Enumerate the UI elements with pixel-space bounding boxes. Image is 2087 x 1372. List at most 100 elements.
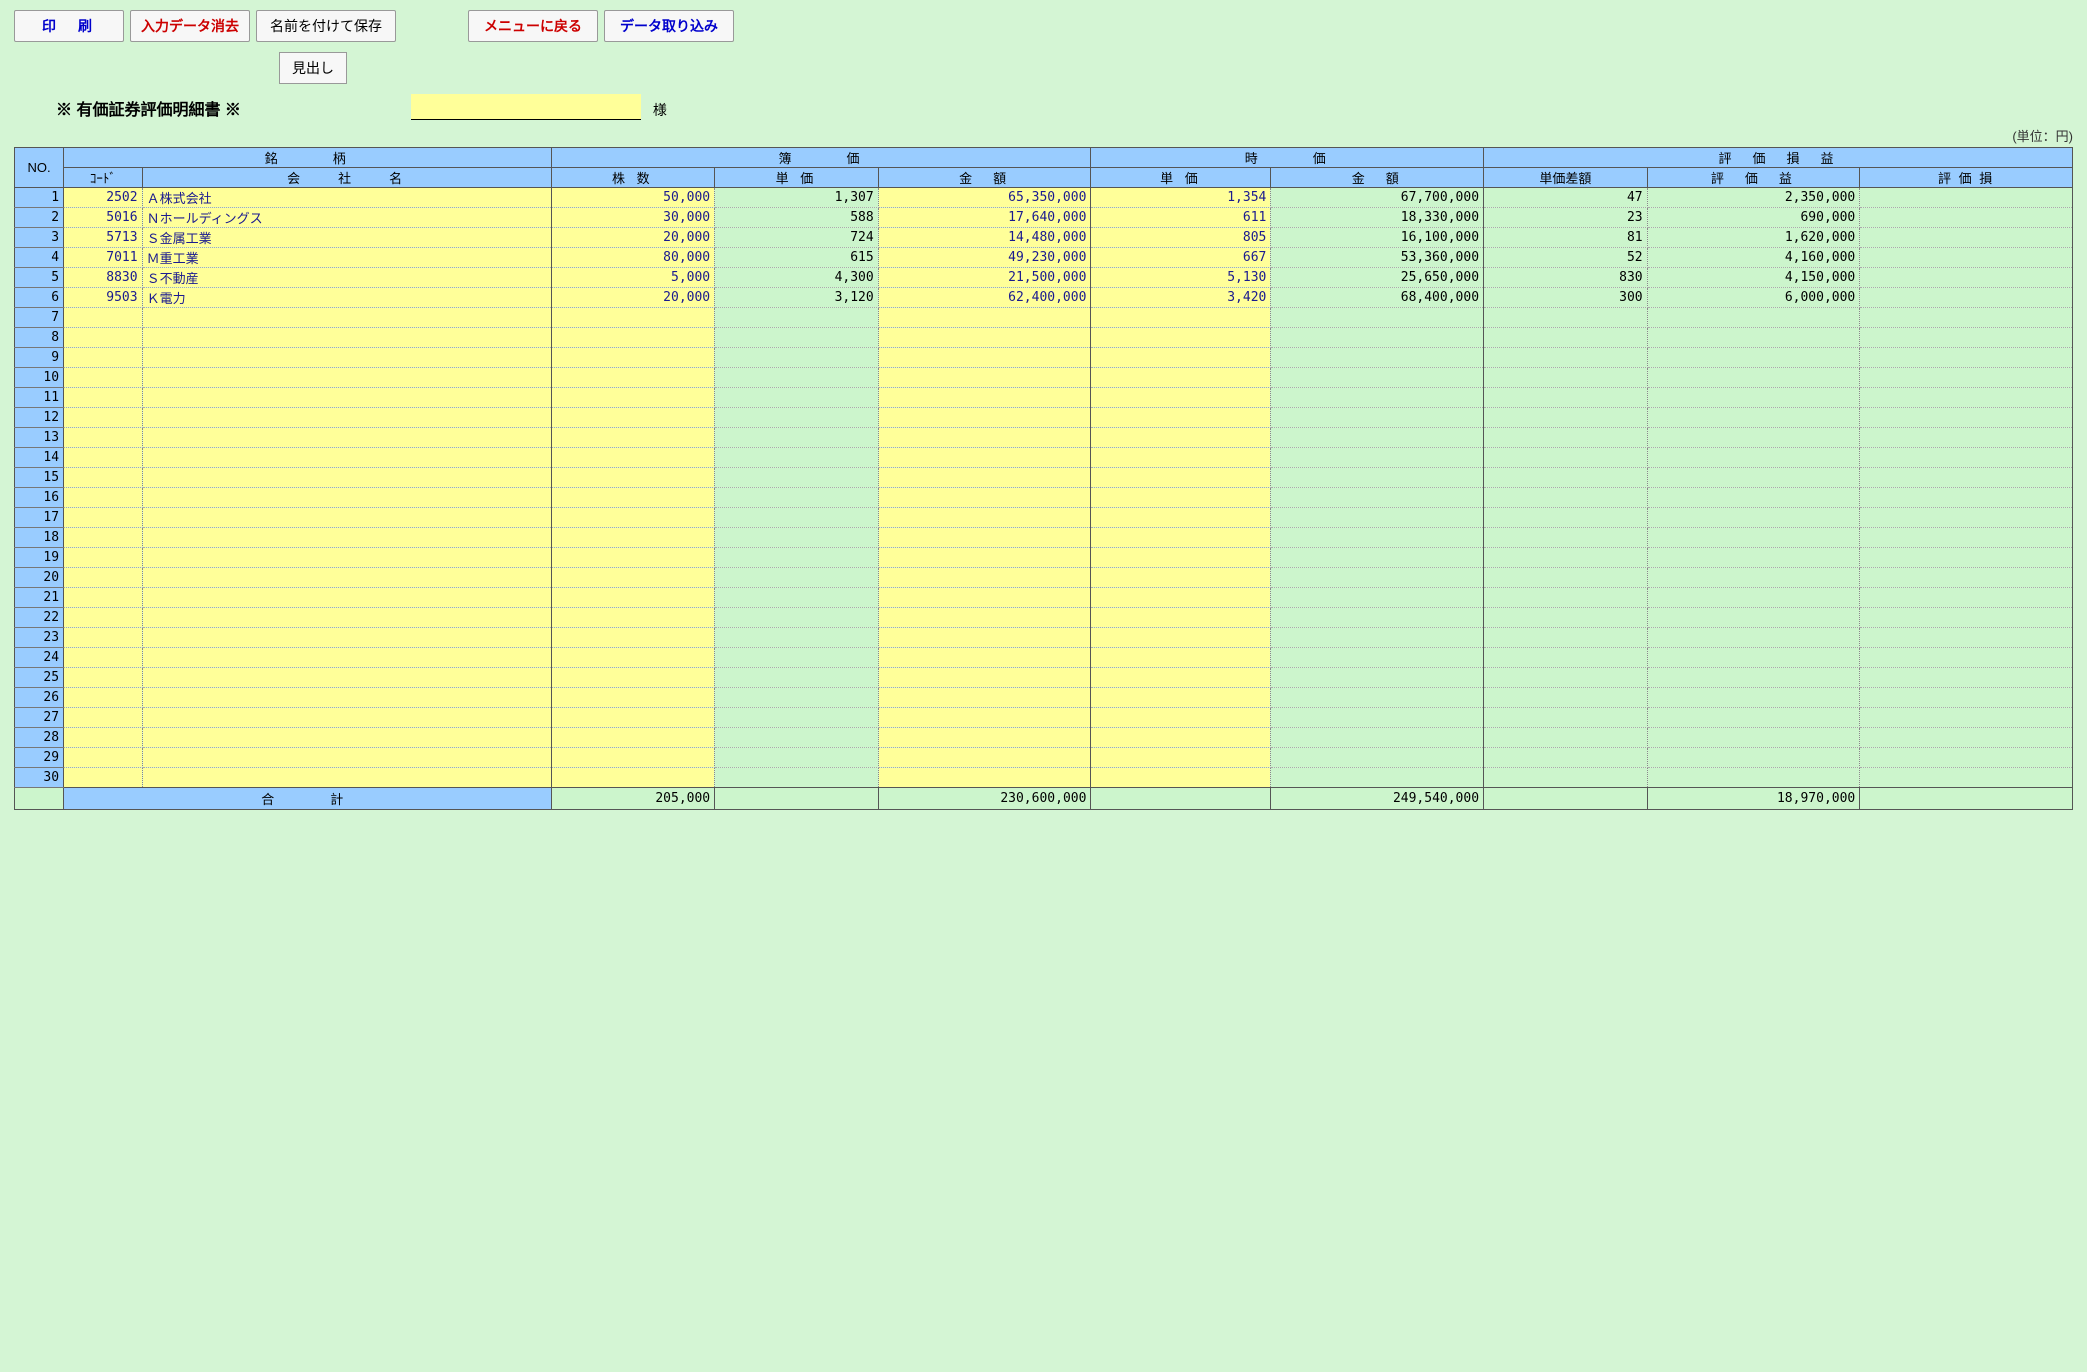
cell-bamt[interactable] bbox=[878, 368, 1091, 388]
cell-bprice[interactable] bbox=[715, 528, 879, 548]
cell-mprice[interactable] bbox=[1091, 328, 1271, 348]
cell-bprice[interactable]: 3,120 bbox=[715, 288, 879, 308]
cell-company[interactable] bbox=[142, 748, 551, 768]
cell-code[interactable]: 8830 bbox=[64, 268, 143, 288]
cell-shares[interactable] bbox=[551, 608, 715, 628]
cell-shares[interactable] bbox=[551, 428, 715, 448]
cell-bamt[interactable] bbox=[878, 448, 1091, 468]
cell-shares[interactable] bbox=[551, 388, 715, 408]
cell-shares[interactable] bbox=[551, 348, 715, 368]
cell-bprice[interactable] bbox=[715, 548, 879, 568]
cell-shares[interactable] bbox=[551, 528, 715, 548]
cell-shares[interactable] bbox=[551, 448, 715, 468]
cell-bprice[interactable] bbox=[715, 728, 879, 748]
cell-shares[interactable] bbox=[551, 568, 715, 588]
import-button[interactable]: データ取り込み bbox=[604, 10, 734, 42]
cell-bamt[interactable] bbox=[878, 768, 1091, 788]
print-button[interactable]: 印 刷 bbox=[14, 10, 124, 42]
cell-shares[interactable] bbox=[551, 308, 715, 328]
cell-code[interactable] bbox=[64, 448, 143, 468]
cell-mprice[interactable] bbox=[1091, 308, 1271, 328]
cell-bprice[interactable] bbox=[715, 368, 879, 388]
cell-bprice[interactable]: 615 bbox=[715, 248, 879, 268]
cell-company[interactable]: Ｓ不動産 bbox=[142, 268, 551, 288]
cell-company[interactable] bbox=[142, 348, 551, 368]
cell-bprice[interactable] bbox=[715, 768, 879, 788]
cell-mprice[interactable] bbox=[1091, 528, 1271, 548]
cell-mprice[interactable] bbox=[1091, 448, 1271, 468]
cell-code[interactable] bbox=[64, 468, 143, 488]
cell-company[interactable] bbox=[142, 568, 551, 588]
cell-bamt[interactable] bbox=[878, 688, 1091, 708]
cell-code[interactable] bbox=[64, 308, 143, 328]
cell-shares[interactable] bbox=[551, 548, 715, 568]
cell-company[interactable] bbox=[142, 408, 551, 428]
cell-bprice[interactable] bbox=[715, 568, 879, 588]
cell-mprice[interactable] bbox=[1091, 508, 1271, 528]
cell-code[interactable] bbox=[64, 628, 143, 648]
cell-mprice[interactable] bbox=[1091, 768, 1271, 788]
cell-mprice[interactable] bbox=[1091, 628, 1271, 648]
cell-mprice[interactable]: 667 bbox=[1091, 248, 1271, 268]
cell-mprice[interactable]: 1,354 bbox=[1091, 188, 1271, 208]
cell-mprice[interactable] bbox=[1091, 428, 1271, 448]
cell-company[interactable] bbox=[142, 308, 551, 328]
cell-bprice[interactable] bbox=[715, 348, 879, 368]
cell-code[interactable]: 5713 bbox=[64, 228, 143, 248]
cell-company[interactable]: Ｋ電力 bbox=[142, 288, 551, 308]
cell-mprice[interactable] bbox=[1091, 568, 1271, 588]
back-to-menu-button[interactable]: メニューに戻る bbox=[468, 10, 598, 42]
cell-code[interactable] bbox=[64, 348, 143, 368]
cell-bprice[interactable] bbox=[715, 608, 879, 628]
cell-company[interactable] bbox=[142, 388, 551, 408]
cell-bamt[interactable]: 14,480,000 bbox=[878, 228, 1091, 248]
cell-bprice[interactable] bbox=[715, 668, 879, 688]
cell-shares[interactable] bbox=[551, 368, 715, 388]
cell-code[interactable] bbox=[64, 328, 143, 348]
cell-code[interactable] bbox=[64, 428, 143, 448]
cell-shares[interactable] bbox=[551, 688, 715, 708]
cell-bprice[interactable] bbox=[715, 388, 879, 408]
cell-shares[interactable]: 30,000 bbox=[551, 208, 715, 228]
cell-bprice[interactable] bbox=[715, 408, 879, 428]
cell-mprice[interactable] bbox=[1091, 668, 1271, 688]
cell-code[interactable] bbox=[64, 368, 143, 388]
cell-mprice[interactable] bbox=[1091, 348, 1271, 368]
cell-bamt[interactable]: 65,350,000 bbox=[878, 188, 1091, 208]
cell-company[interactable] bbox=[142, 428, 551, 448]
cell-company[interactable] bbox=[142, 448, 551, 468]
cell-shares[interactable] bbox=[551, 708, 715, 728]
cell-bamt[interactable] bbox=[878, 428, 1091, 448]
cell-code[interactable] bbox=[64, 508, 143, 528]
customer-name-input[interactable] bbox=[411, 94, 641, 120]
cell-bamt[interactable] bbox=[878, 328, 1091, 348]
cell-mprice[interactable] bbox=[1091, 368, 1271, 388]
cell-mprice[interactable] bbox=[1091, 688, 1271, 708]
cell-mprice[interactable] bbox=[1091, 728, 1271, 748]
cell-bprice[interactable] bbox=[715, 448, 879, 468]
cell-shares[interactable]: 80,000 bbox=[551, 248, 715, 268]
cell-company[interactable] bbox=[142, 768, 551, 788]
cell-code[interactable] bbox=[64, 728, 143, 748]
cell-bprice[interactable] bbox=[715, 308, 879, 328]
cell-bprice[interactable] bbox=[715, 588, 879, 608]
cell-shares[interactable]: 50,000 bbox=[551, 188, 715, 208]
cell-bprice[interactable]: 588 bbox=[715, 208, 879, 228]
cell-company[interactable] bbox=[142, 588, 551, 608]
cell-bamt[interactable] bbox=[878, 528, 1091, 548]
cell-mprice[interactable] bbox=[1091, 548, 1271, 568]
cell-shares[interactable] bbox=[551, 488, 715, 508]
cell-shares[interactable] bbox=[551, 648, 715, 668]
cell-company[interactable] bbox=[142, 528, 551, 548]
cell-shares[interactable] bbox=[551, 728, 715, 748]
cell-bprice[interactable] bbox=[715, 488, 879, 508]
cell-shares[interactable] bbox=[551, 768, 715, 788]
cell-mprice[interactable] bbox=[1091, 588, 1271, 608]
cell-company[interactable]: Ｓ金属工業 bbox=[142, 228, 551, 248]
cell-bamt[interactable] bbox=[878, 568, 1091, 588]
cell-code[interactable] bbox=[64, 388, 143, 408]
cell-code[interactable] bbox=[64, 668, 143, 688]
cell-mprice[interactable]: 5,130 bbox=[1091, 268, 1271, 288]
cell-mprice[interactable] bbox=[1091, 408, 1271, 428]
cell-company[interactable] bbox=[142, 488, 551, 508]
